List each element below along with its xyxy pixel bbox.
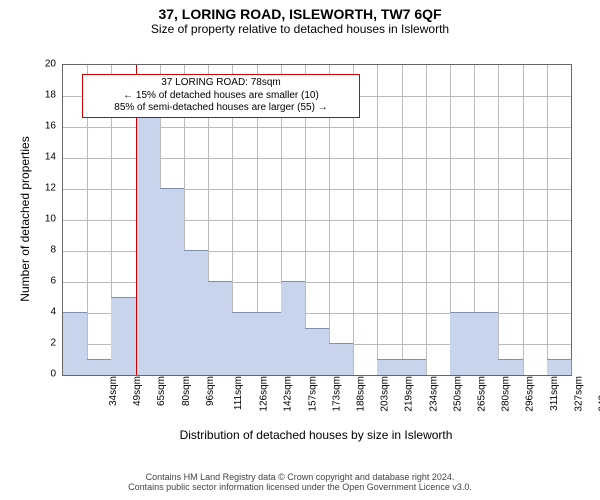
y-tick: 12 — [36, 183, 56, 194]
y-tick: 16 — [36, 121, 56, 132]
x-tick: 188sqm — [356, 376, 367, 412]
histogram-bar — [547, 359, 572, 376]
attribution-footer: Contains HM Land Registry data © Crown c… — [0, 472, 600, 492]
y-tick: 20 — [36, 59, 56, 70]
y-tick: 0 — [36, 369, 56, 380]
x-tick: 65sqm — [156, 376, 167, 406]
histogram-bar — [136, 95, 161, 375]
histogram-bar — [257, 312, 282, 375]
annotation-line: ← 15% of detached houses are smaller (10… — [91, 90, 351, 103]
y-tick: 10 — [36, 214, 56, 225]
x-tick: 280sqm — [501, 376, 512, 412]
x-tick: 219sqm — [404, 376, 415, 412]
histogram-bar — [402, 359, 427, 376]
y-tick: 6 — [36, 276, 56, 287]
y-axis-label: Number of detached properties — [18, 64, 32, 374]
y-tick: 4 — [36, 307, 56, 318]
histogram-bar — [498, 359, 523, 376]
y-tick: 2 — [36, 338, 56, 349]
histogram-bar — [305, 328, 330, 376]
x-tick: 126sqm — [259, 376, 270, 412]
histogram-bar — [377, 359, 402, 376]
x-tick: 173sqm — [331, 376, 342, 412]
y-tick: 18 — [36, 90, 56, 101]
x-tick: 234sqm — [428, 376, 439, 412]
x-tick: 49sqm — [132, 376, 143, 406]
annotation-box: 37 LORING ROAD: 78sqm← 15% of detached h… — [82, 74, 360, 118]
page-title: 37, LORING ROAD, ISLEWORTH, TW7 6QF — [0, 0, 600, 22]
x-tick: 311sqm — [548, 376, 559, 411]
x-tick: 327sqm — [573, 376, 584, 412]
footer-line-2: Contains public sector information licen… — [128, 482, 472, 492]
x-tick: 96sqm — [205, 376, 216, 406]
page-subtitle: Size of property relative to detached ho… — [0, 22, 600, 36]
x-tick: 250sqm — [452, 376, 463, 412]
y-tick: 8 — [36, 245, 56, 256]
histogram-bar — [111, 297, 136, 376]
x-tick: 157sqm — [307, 376, 318, 412]
annotation-line: 37 LORING ROAD: 78sqm — [91, 77, 351, 90]
histogram-bar — [450, 312, 475, 375]
x-axis-label: Distribution of detached houses by size … — [62, 428, 570, 442]
histogram-bar — [63, 312, 88, 375]
histogram-bar — [184, 250, 209, 375]
y-tick: 14 — [36, 152, 56, 163]
x-tick: 265sqm — [477, 376, 488, 412]
x-tick: 80sqm — [181, 376, 192, 406]
annotation-line: 85% of semi-detached houses are larger (… — [91, 102, 351, 115]
x-tick: 142sqm — [283, 376, 294, 412]
x-tick: 203sqm — [380, 376, 391, 412]
histogram-bar — [329, 343, 354, 375]
histogram-bar — [232, 312, 257, 375]
x-tick: 296sqm — [525, 376, 536, 412]
chart-container: 37, LORING ROAD, ISLEWORTH, TW7 6QF Size… — [0, 0, 600, 500]
footer-line-1: Contains HM Land Registry data © Crown c… — [146, 472, 455, 482]
histogram-bar — [160, 188, 185, 375]
histogram-bar — [281, 281, 306, 375]
histogram-bar — [474, 312, 499, 375]
x-tick: 111sqm — [233, 376, 244, 410]
histogram-bar — [208, 281, 233, 375]
histogram-bar — [87, 359, 112, 376]
x-tick: 34sqm — [108, 376, 119, 406]
